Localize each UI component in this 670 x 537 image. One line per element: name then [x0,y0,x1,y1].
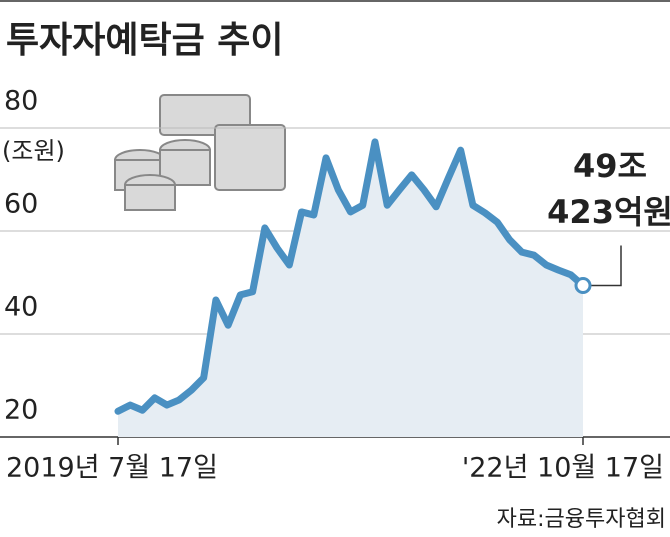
x-tick-label: '22년 10월 17일 [462,453,664,484]
line [114,138,587,415]
coin-stack [159,149,211,186]
annotation-leader [591,245,622,287]
y-tick-label: 40 [4,292,38,323]
annotation: 49조 [573,147,647,185]
y-tick-label: 20 [4,395,38,426]
source: 자료:금융투자협회 [497,507,666,532]
annotation: 423억원 [547,193,670,231]
y-tick-label: 60 [4,189,38,220]
bill-stack [214,124,286,191]
x-tick-label: 2019년 7월 17일 [6,453,218,484]
end-point [574,276,592,294]
y-tick-label: 80 [4,86,38,117]
area [118,141,583,437]
money-icon [114,94,286,211]
coin-stack [124,184,176,211]
y-unit: (조원) [2,137,65,165]
chart-title: 투자자예탁금 추이 [6,20,284,61]
